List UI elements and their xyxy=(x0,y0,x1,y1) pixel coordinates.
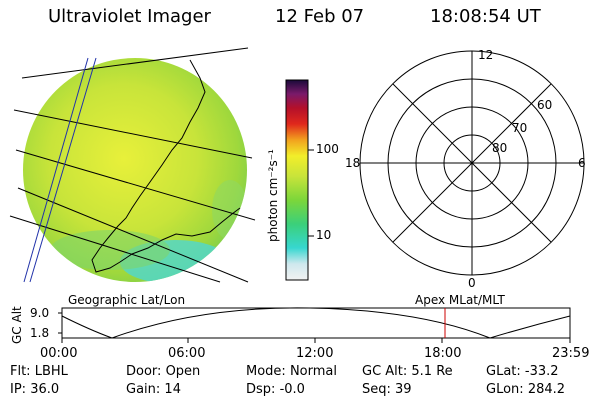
status-glon: GLon: 284.2 xyxy=(486,382,565,397)
lat-label-70: 70 xyxy=(512,121,528,135)
colorbar xyxy=(285,79,309,281)
status-gain: Gain: 14 xyxy=(126,382,181,397)
status-gc-alt: GC Alt: 5.1 Re xyxy=(362,364,453,379)
status-glon-label: GLon: xyxy=(486,382,524,397)
colorbar-unit-label: photon cm⁻²s⁻¹ xyxy=(266,149,280,242)
altitude-curve xyxy=(61,307,571,339)
status-mode-label: Mode: xyxy=(246,364,286,379)
image-date: 12 Feb 07 xyxy=(275,6,365,27)
orbit-left-title: Geographic Lat/Lon xyxy=(68,293,186,307)
orbit-x-tick-3: 18:00 xyxy=(424,346,462,361)
status-flt-label: Flt: xyxy=(10,364,31,379)
status-ip: IP: 36.0 xyxy=(10,382,59,397)
status-flt-value: LBHL xyxy=(34,364,68,379)
status-gain-label: Gain: xyxy=(126,382,161,397)
status-ip-value: 36.0 xyxy=(30,382,60,397)
status-dsp: Dsp: -0.0 xyxy=(246,382,305,397)
status-gc-alt-label: GC Alt: xyxy=(362,364,408,379)
orbit-right-title: Apex MLat/MLT xyxy=(415,293,505,307)
status-seq: Seq: 39 xyxy=(362,382,412,397)
status-door-label: Door: xyxy=(126,364,162,379)
status-glat-label: GLat: xyxy=(486,364,521,379)
geographic-grid xyxy=(9,47,256,283)
colorbar-tick-100: 100 xyxy=(316,142,339,156)
status-seq-value: 39 xyxy=(395,382,412,397)
orbit-plot-frame xyxy=(61,307,571,339)
status-flt: Flt: LBHL xyxy=(10,364,68,379)
orbit-y-axis-label: GC Alt xyxy=(10,306,24,344)
status-ip-label: IP: xyxy=(10,382,27,397)
orbit-x-tick-1: 06:00 xyxy=(168,346,206,361)
status-mode: Mode: Normal xyxy=(246,364,337,379)
orbit-x-tick-2: 12:00 xyxy=(296,346,334,361)
status-seq-label: Seq: xyxy=(362,382,391,397)
status-glat-value: -33.2 xyxy=(524,364,559,379)
orbit-x-tick-4: 23:59 xyxy=(552,346,590,361)
status-dsp-value: -0.0 xyxy=(279,382,305,397)
status-glat: GLat: -33.2 xyxy=(486,364,559,379)
status-gain-value: 14 xyxy=(164,382,181,397)
status-gc-alt-value: 5.1 Re xyxy=(411,364,453,379)
status-dsp-label: Dsp: xyxy=(246,382,276,397)
mlt-label-18: 18 xyxy=(345,156,361,170)
orbit-y-tick-9: 9.0 xyxy=(30,306,50,320)
image-time: 18:08:54 UT xyxy=(430,6,541,27)
lat-label-80: 80 xyxy=(492,141,508,155)
coastline xyxy=(91,59,241,273)
lat-label-60: 60 xyxy=(537,98,553,112)
mlt-label-12: 12 xyxy=(478,48,494,62)
instrument-title: Ultraviolet Imager xyxy=(48,6,211,27)
mlt-label-6: 6 xyxy=(578,156,586,170)
status-mode-value: Normal xyxy=(289,364,337,379)
status-door-value: Open xyxy=(165,364,201,379)
status-door: Door: Open xyxy=(126,364,200,379)
orbit-y-tick-1-8: 1.8 xyxy=(30,326,50,340)
colorbar-tick-10: 10 xyxy=(316,228,332,242)
status-glon-value: 284.2 xyxy=(527,382,566,397)
orbit-x-tick-0: 00:00 xyxy=(40,346,78,361)
polar-grid xyxy=(359,50,585,276)
mlt-label-0: 0 xyxy=(468,276,476,290)
